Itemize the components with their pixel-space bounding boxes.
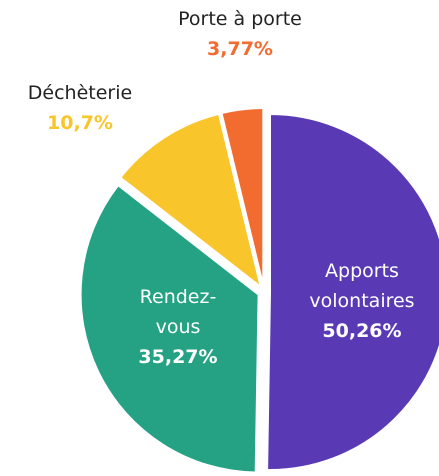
value-label: 50,26% — [322, 320, 402, 342]
value-label: 10,7% — [47, 112, 113, 134]
pie-slice — [118, 112, 263, 290]
category-label: Déchèterie — [27, 82, 133, 104]
category-label: Apports volontaires — [309, 260, 415, 312]
slice-label: Rendez-vous 35,27% — [133, 282, 223, 372]
slice-label: Porte à porte 3,77% — [160, 4, 320, 64]
slice-label: Déchèterie 10,7% — [10, 78, 150, 138]
value-label: 3,77% — [207, 38, 273, 60]
pie-slice — [79, 183, 260, 474]
pie-slice — [220, 107, 265, 287]
slice-label: Apports volontaires 50,26% — [292, 256, 432, 346]
category-label: Rendez-vous — [139, 286, 217, 338]
category-label: Porte à porte — [178, 8, 302, 30]
pie-slice — [266, 113, 439, 472]
value-label: 35,27% — [138, 346, 218, 368]
